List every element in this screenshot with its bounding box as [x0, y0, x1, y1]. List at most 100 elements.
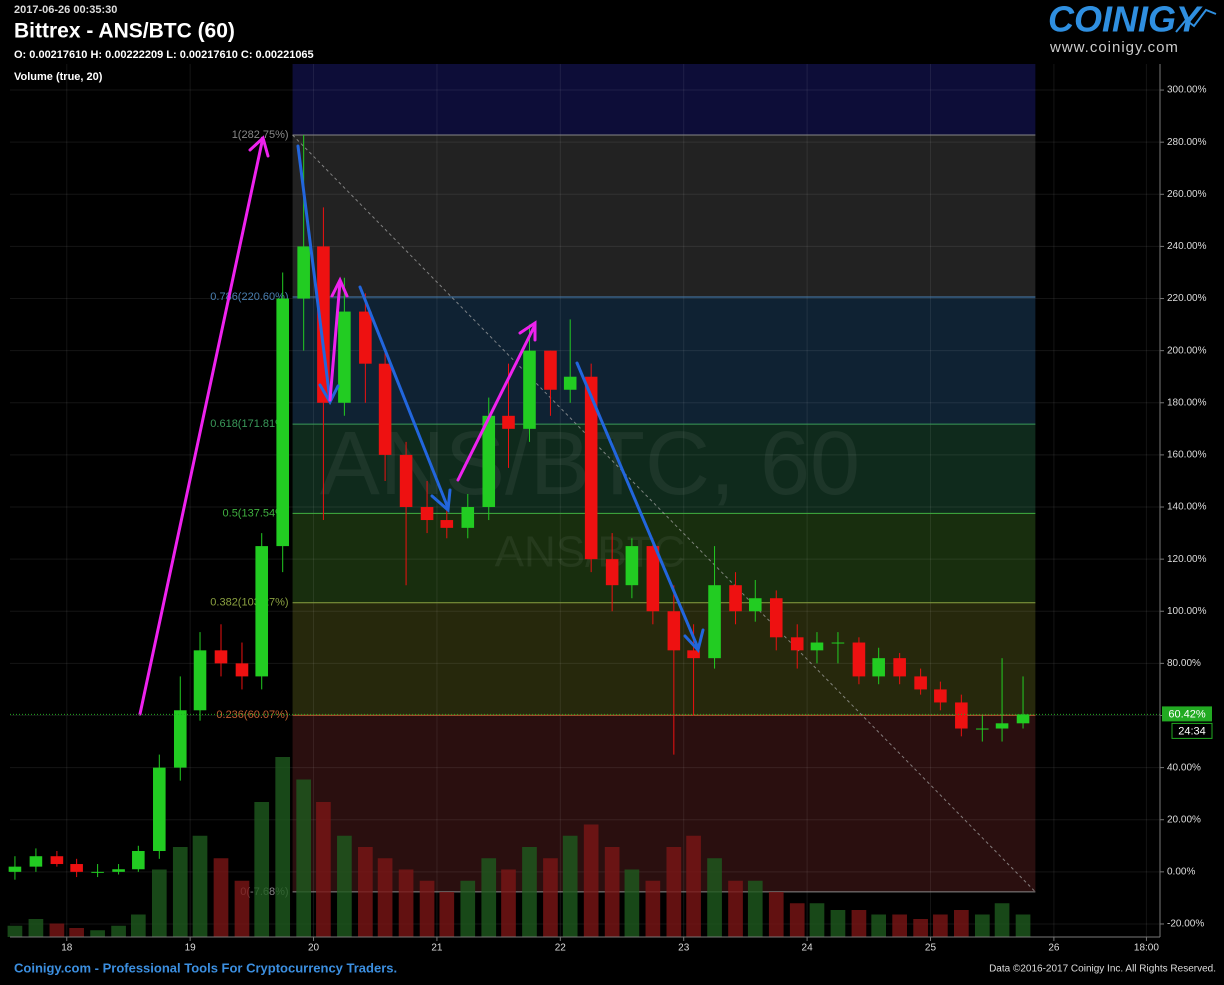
logo-graph — [1175, 8, 1217, 33]
volume-bar — [49, 923, 65, 937]
arrow-head — [248, 135, 270, 158]
x-tick-label: 24 — [802, 943, 814, 954]
candle-body — [8, 866, 22, 872]
y-tick-label: 140.00% — [1167, 502, 1207, 513]
fib-label: 0.5(137.54%) — [223, 507, 289, 519]
x-tick-label: 18:00 — [1134, 943, 1159, 954]
arrow — [575, 361, 700, 650]
candle-body — [338, 311, 351, 403]
candle-body — [831, 642, 845, 644]
ohlc: O: 0.00217610 H: 0.00222209 L: 0.0021761… — [14, 49, 314, 61]
volume-bar — [871, 914, 887, 937]
volume-bar — [583, 824, 599, 937]
y-tick-label: 40.00% — [1167, 762, 1201, 773]
candle-body — [769, 598, 783, 638]
candle-body — [50, 856, 64, 865]
candle-body — [399, 454, 413, 508]
x-tick-label: 22 — [555, 943, 567, 954]
axes: -20.00%0.00%20.00%40.00%60.00%80.00%100.… — [10, 64, 1213, 954]
volume-bar — [543, 858, 558, 937]
candle-body — [193, 650, 207, 711]
fib-band — [292, 513, 1036, 603]
volume-bar — [892, 914, 907, 937]
footer-right: Data ©2016-2017 Coinigy Inc. All Rights … — [989, 964, 1216, 975]
volume-bar — [398, 869, 414, 937]
candle-body — [378, 363, 392, 455]
candle-body — [563, 376, 577, 390]
y-tick-label: 0.00% — [1167, 866, 1195, 877]
logo-url: www.coinigy.com — [1049, 39, 1179, 56]
volume-bar — [69, 928, 84, 937]
last-price-label: 60.42% — [1168, 708, 1206, 720]
logo: COINIGY — [1048, 0, 1203, 40]
y-tick-label: 300.00% — [1167, 85, 1207, 96]
volume-bar — [666, 847, 682, 937]
candle-body — [29, 856, 43, 867]
volume-bar — [686, 835, 701, 937]
candle-body — [214, 650, 228, 664]
volume-bar — [254, 802, 270, 937]
volume-bar — [316, 802, 331, 937]
y-tick-label: -20.00% — [1167, 919, 1204, 930]
candle-body — [173, 710, 187, 768]
candle-body — [605, 559, 619, 586]
volume-bar — [809, 903, 825, 937]
volume-bar — [953, 910, 969, 937]
candle-body — [297, 246, 310, 299]
fib-label: 1(282.75%) — [232, 129, 289, 141]
candle-body — [625, 546, 639, 586]
volume-bar — [707, 858, 722, 937]
volume-bar — [768, 892, 784, 937]
fib-band — [292, 296, 1036, 425]
y-tick-label: 220.00% — [1167, 293, 1207, 304]
arrow — [138, 140, 264, 716]
volume-bar — [747, 880, 763, 937]
x-tick-label: 18 — [61, 943, 73, 954]
x-tick-label: 20 — [308, 943, 320, 954]
volume-bar — [604, 847, 620, 937]
volume-bar — [151, 869, 167, 937]
arrow — [328, 280, 342, 402]
candle-body — [934, 689, 947, 703]
volume-bar — [830, 910, 846, 937]
volume-bar — [358, 847, 373, 937]
fib-label: 0.382(103.27%) — [210, 597, 288, 609]
volume-bar — [192, 835, 208, 937]
candle-body — [235, 663, 249, 677]
y-tick-label: 160.00% — [1167, 450, 1207, 461]
annotations — [138, 135, 705, 716]
volume-bar — [624, 869, 640, 937]
candle-body — [995, 723, 1009, 729]
arrow-head — [518, 320, 537, 342]
volume-bar — [728, 880, 743, 937]
x-tick-label: 23 — [678, 943, 690, 954]
candle-body — [544, 350, 557, 390]
volume-bar — [172, 847, 188, 937]
x-tick-label: 26 — [1048, 943, 1060, 954]
candle-body — [646, 546, 660, 612]
candle-body — [976, 728, 989, 730]
candle-body — [420, 507, 434, 521]
volume-bar — [974, 914, 990, 937]
volume-bar — [933, 914, 948, 937]
candle-body — [914, 676, 927, 690]
arrow-head — [430, 488, 452, 514]
candle-body — [893, 658, 906, 677]
y-tick-label: 100.00% — [1167, 606, 1207, 617]
fib-band — [292, 64, 1036, 136]
candle-body — [153, 767, 166, 852]
arrow-head — [330, 276, 349, 298]
y-tick-label: 260.00% — [1167, 189, 1207, 200]
volume-bar — [439, 892, 455, 937]
candle-body — [810, 642, 824, 651]
volume-bar — [130, 914, 146, 937]
volume-bar — [913, 919, 928, 937]
candle-body — [708, 585, 721, 659]
volume-bar — [522, 847, 537, 937]
candle-body — [91, 871, 104, 873]
candle-body — [132, 851, 145, 870]
volume-label: Volume (true, 20) — [14, 71, 103, 83]
plot: ANS/BTC, 60ANS/BTC1(282.75%)0.786(220.60… — [7, 64, 1160, 937]
arrow-head — [318, 383, 340, 406]
candle-body — [112, 869, 125, 872]
